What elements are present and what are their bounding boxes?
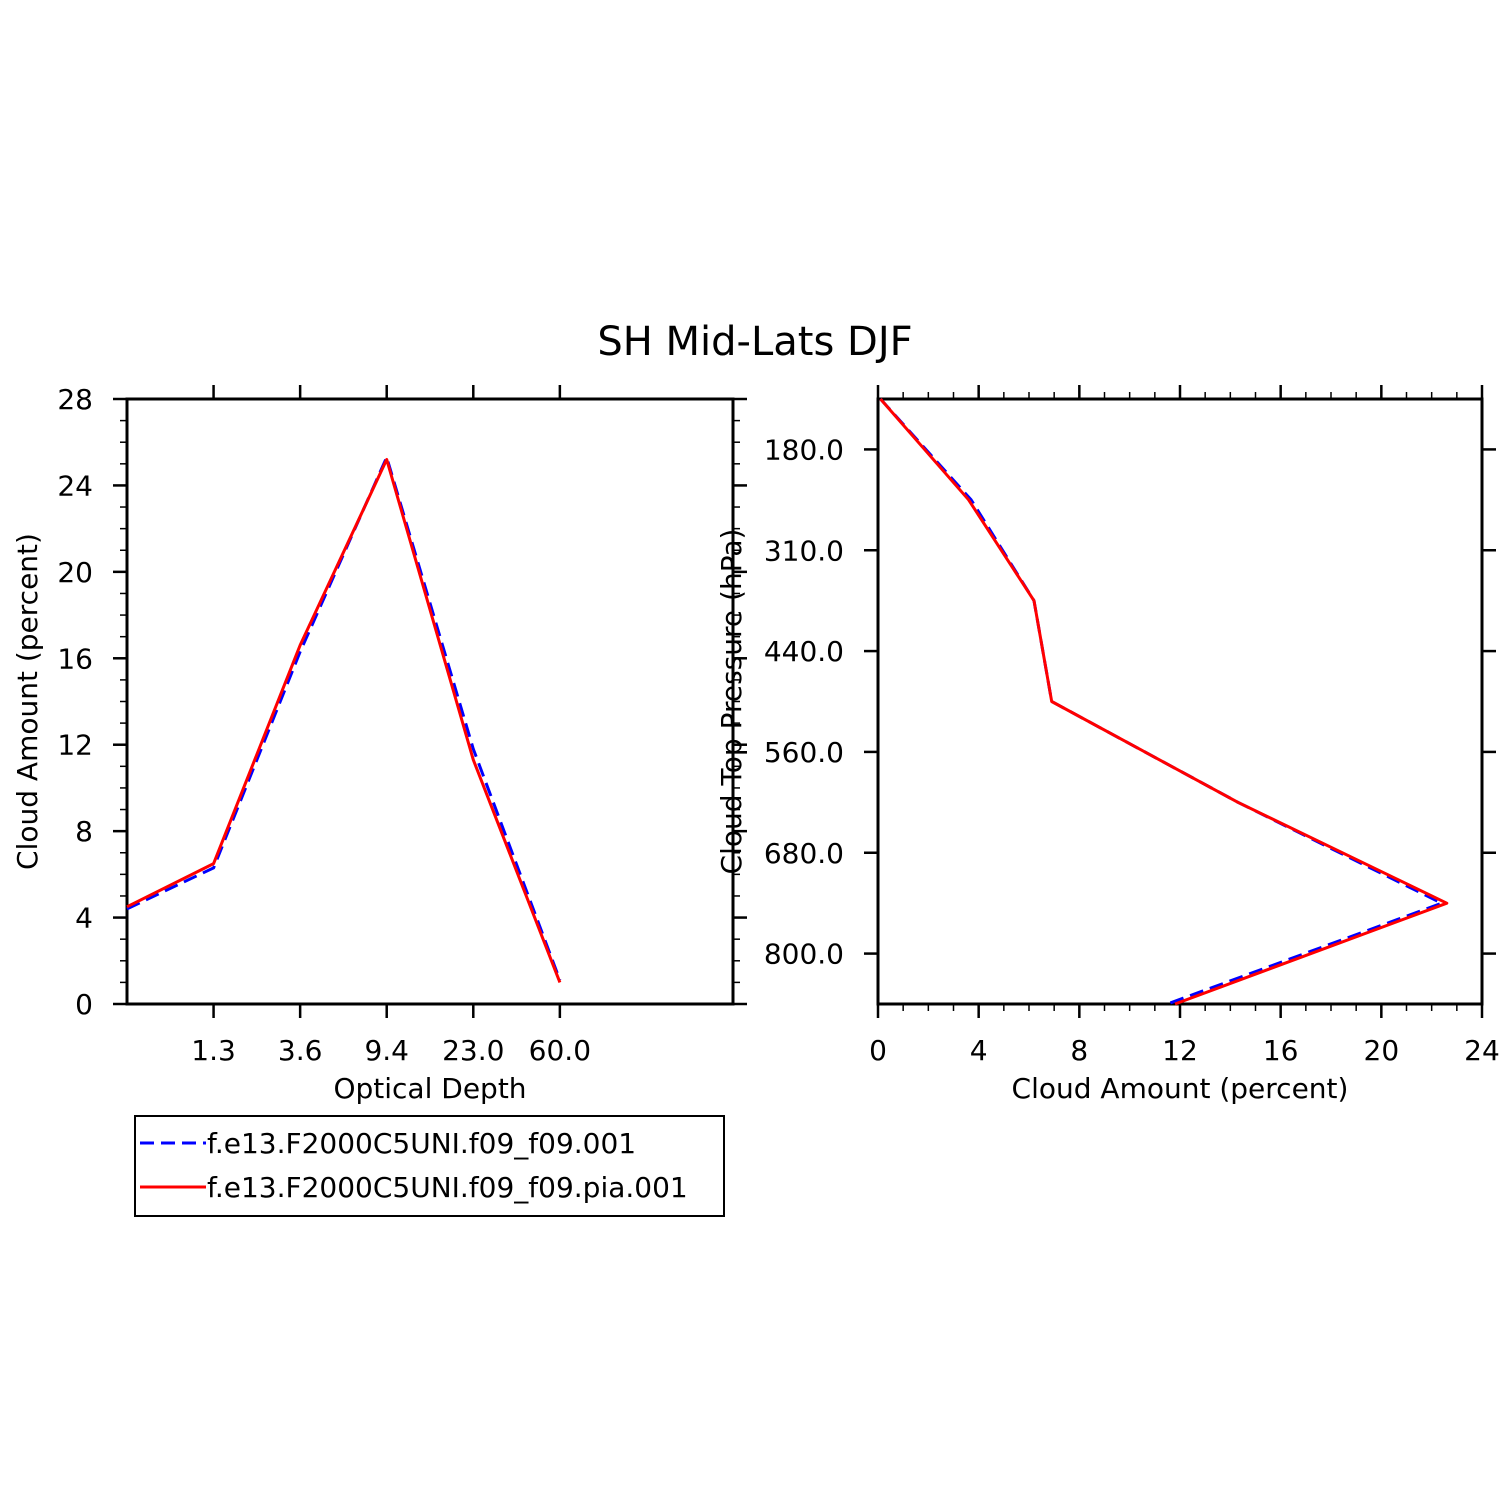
x-tick-label: 24	[1464, 1034, 1500, 1067]
x-tick-label: 23.0	[442, 1034, 504, 1067]
x-tick-label: 60.0	[529, 1034, 591, 1067]
y-tick-label: 440.0	[764, 635, 844, 668]
legend-label-series1: f.e13.F2000C5UNI.f09_f09.001	[207, 1127, 636, 1160]
y-axis-title: Cloud Top Pressure (hPa)	[715, 529, 748, 875]
y-tick-label: 800.0	[764, 938, 844, 971]
y-tick-label: 560.0	[764, 736, 844, 769]
legend-box	[134, 1115, 725, 1217]
y-tick-label: 310.0	[764, 534, 844, 567]
y-tick-label: 16	[57, 642, 93, 675]
x-tick-label: 16	[1263, 1034, 1299, 1067]
legend-label-series2: f.e13.F2000C5UNI.f09_f09.pia.001	[207, 1171, 688, 1204]
x-tick-label: 0	[869, 1034, 887, 1067]
y-tick-label: 0	[75, 988, 93, 1021]
legend: f.e13.F2000C5UNI.f09_f09.001 f.e13.F2000…	[134, 1115, 725, 1217]
x-tick-label: 12	[1162, 1034, 1198, 1067]
y-tick-label: 8	[75, 815, 93, 848]
figure-title: SH Mid-Lats DJF	[597, 319, 912, 365]
y-tick-label: 12	[57, 729, 93, 762]
series-line-1	[879, 397, 1444, 1006]
x-axis-title: Cloud Amount (percent)	[1012, 1072, 1349, 1105]
y-tick-label: 180.0	[764, 433, 844, 466]
series-line-2	[879, 398, 1449, 1006]
series-line-2	[126, 458, 562, 983]
x-tick-label: 3.6	[278, 1034, 323, 1067]
series-line-1	[126, 455, 562, 981]
y-tick-label: 4	[75, 902, 93, 935]
x-tick-label: 8	[1070, 1034, 1088, 1067]
x-tick-label: 4	[970, 1034, 988, 1067]
x-tick-label: 1.3	[191, 1034, 236, 1067]
plot-frame	[125, 397, 735, 1006]
x-tick-label: 9.4	[364, 1034, 409, 1067]
y-tick-label: 24	[57, 469, 93, 502]
y-tick-label: 680.0	[764, 837, 844, 870]
x-axis-title: Optical Depth	[333, 1072, 526, 1105]
y-axis-title: Cloud Amount (percent)	[11, 533, 44, 870]
cloud-top-pressure-panel: 0 4 8 12 16 20 24 180.0 310.0 440.0 560.0 680.0 800.…	[715, 385, 1500, 1105]
y-tick-label: 20	[57, 556, 93, 589]
y-tick-label: 28	[57, 383, 93, 416]
x-tick-label: 20	[1364, 1034, 1400, 1067]
plot-frame	[876, 397, 1484, 1006]
